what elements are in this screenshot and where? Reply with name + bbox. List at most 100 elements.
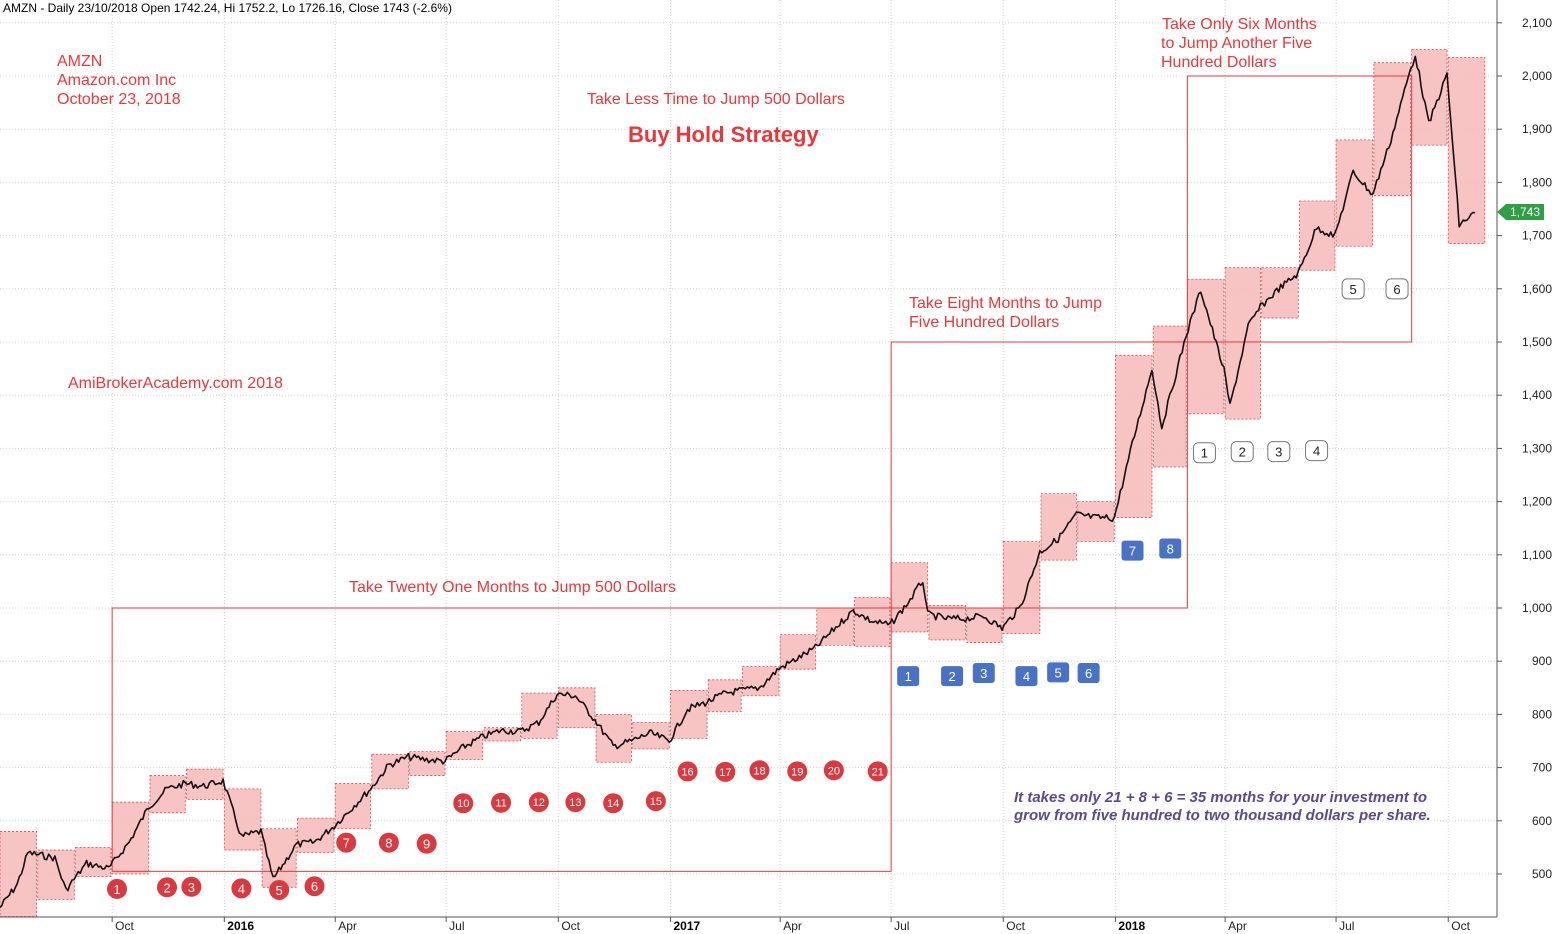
marker-blue-box [1159, 538, 1182, 559]
y-tick-label: 1,400 [1522, 388, 1552, 402]
marker-red-circle [107, 878, 128, 899]
range-box [1186, 75, 1413, 343]
marker-label: 7 [1129, 544, 1136, 559]
x-tick-label: Jul [894, 919, 909, 933]
marker-red-circle [269, 879, 290, 900]
marker-white-box [1192, 442, 1216, 464]
marker-blue-box [1015, 666, 1038, 687]
marker-red-circle [565, 792, 586, 813]
y-tick-label: 1,200 [1522, 495, 1552, 509]
marker-label: 1 [905, 669, 912, 684]
marker-red-circle [677, 761, 698, 782]
marker-label: 8 [1167, 541, 1174, 556]
marker-label: 8 [385, 836, 392, 851]
month-band [149, 775, 186, 814]
last-price-label: 1,743 [1510, 205, 1540, 219]
month-band [1447, 56, 1486, 244]
marker-label: 5 [1055, 665, 1062, 680]
marker-label: 1 [1201, 446, 1208, 461]
marker-blue-box [1077, 662, 1100, 683]
marker-blue-box [1121, 540, 1144, 561]
marker-red-circle [787, 761, 808, 782]
x-tick-label: Jul [1339, 919, 1354, 933]
marker-red-circle [867, 761, 888, 782]
month-band [742, 666, 780, 697]
ticker-annotation: AMZN [57, 53, 102, 70]
marker-label: 13 [569, 797, 581, 809]
monthly-range-bands [0, 49, 1486, 917]
marker-blue-box [941, 666, 964, 687]
marker-label: 19 [791, 766, 803, 778]
x-tick-label: Oct [115, 919, 134, 933]
marker-label: 6 [311, 879, 318, 894]
marker-label: 21 [872, 766, 884, 778]
marker-label: 20 [828, 765, 840, 777]
x-tick-label: Apr [338, 919, 357, 933]
range-box [890, 341, 1188, 609]
month-band [632, 721, 670, 750]
marker-red-circle [823, 760, 844, 781]
month-band [595, 714, 632, 763]
y-tick-label: 2,000 [1522, 69, 1552, 83]
x-axis-ticks: Oct 2016 Apr Jul Oct 2017 Apr Jul Oct 2018 Apr Jul O… [111, 917, 1471, 933]
eight-months-annotation-line1: Take Eight Months to Jump [909, 295, 1102, 312]
y-tick-label: 2,100 [1522, 16, 1552, 30]
price-line [0, 55, 1476, 908]
marker-red-circle [453, 793, 474, 814]
marker-red-circle [603, 793, 624, 814]
month-band [670, 690, 708, 739]
marker-label: 6 [1085, 666, 1092, 681]
marker-red-circle [491, 792, 512, 813]
x-tick-label: Jul [449, 919, 464, 933]
y-tick-label: 800 [1532, 707, 1552, 721]
six-months-annotation-line1: Take Only Six Months [1162, 16, 1317, 33]
x-tick-label: 2017 [673, 919, 700, 933]
month-band [557, 687, 596, 729]
conclusion-line2: grow from five hundred to two thousand d… [1013, 807, 1431, 824]
marker-blue-box [897, 666, 920, 687]
twenty-one-months-annotation: Take Twenty One Months to Jump 500 Dolla… [349, 579, 676, 596]
marker-label: 1 [113, 882, 120, 897]
six-months-annotation-line2: to Jump Another Five [1161, 35, 1312, 52]
marker-red-circle [715, 761, 736, 782]
marker-red-circle [304, 876, 325, 897]
marker-label: 5 [1350, 282, 1357, 297]
marker-label: 3 [1275, 445, 1282, 460]
x-tick-label: Oct [561, 919, 580, 933]
site-annotation: AmiBrokerAcademy.com 2018 [68, 375, 283, 392]
marker-blue-box [972, 662, 995, 683]
range-box [111, 607, 892, 872]
y-tick-label: 1,100 [1522, 548, 1552, 562]
date-annotation: October 23, 2018 [57, 91, 181, 108]
marker-white-box [1305, 440, 1329, 462]
marker-label: 5 [276, 883, 283, 898]
y-tick-label: 900 [1532, 654, 1552, 668]
month-band [707, 679, 742, 713]
month-band [890, 562, 929, 633]
x-tick-label: Oct [1451, 919, 1470, 933]
marker-white-box [1341, 278, 1365, 300]
strategy-title: Buy Hold Strategy [628, 122, 819, 147]
x-tick-label: 2016 [227, 919, 254, 933]
marker-label: 3 [980, 666, 987, 681]
chart-header: AMZN - Daily 23/10/2018 Open 1742.24, Hi… [3, 1, 452, 15]
y-tick-label: 1,700 [1522, 229, 1552, 243]
y-tick-label: 1,500 [1522, 335, 1552, 349]
company-annotation: Amazon.com Inc [57, 72, 176, 89]
y-axis-ticks: 500 600 700 800 900 1,000 1,100 1,200 1,300 1,400… [1497, 16, 1552, 881]
marker-label: 6 [1393, 282, 1400, 297]
marker-label: 2 [163, 880, 170, 895]
marker-red-circle [645, 791, 666, 812]
y-tick-label: 1,600 [1522, 282, 1552, 296]
marker-label: 3 [188, 880, 195, 895]
price-series [0, 55, 1476, 908]
month-band [1224, 267, 1261, 420]
six-months-annotation-line3: Hundred Dollars [1161, 54, 1277, 71]
marker-label: 4 [1313, 444, 1320, 459]
marker-red-circle [231, 878, 252, 899]
eight-months-annotation-line2: Five Hundred Dollars [909, 314, 1059, 331]
marker-label: 18 [753, 765, 765, 777]
month-band [1335, 139, 1374, 247]
